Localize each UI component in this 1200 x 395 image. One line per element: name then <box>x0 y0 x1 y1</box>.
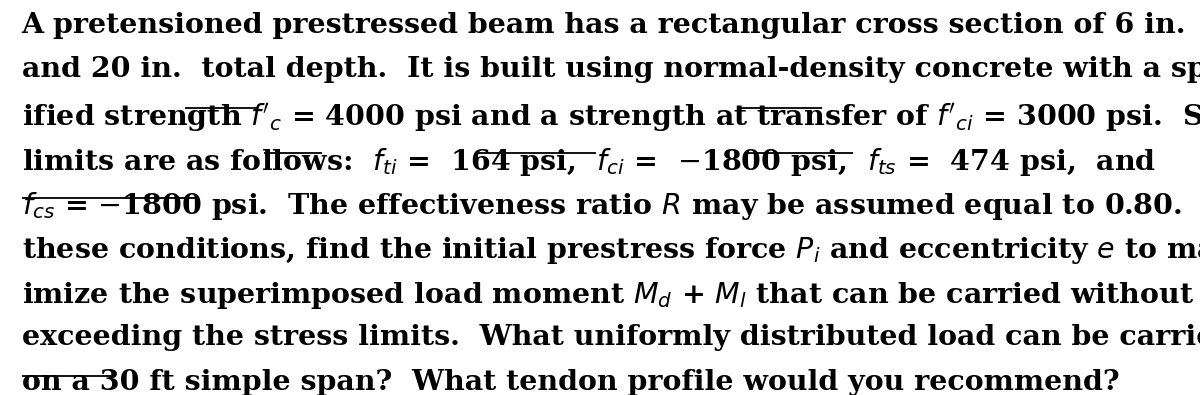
Text: A pretensioned prestressed beam has a rectangular cross section of 6 in.  width: A pretensioned prestressed beam has a re… <box>22 12 1200 39</box>
Text: limits are as follows:  $f_{ti}$ =  164 psi,  $f_{ci}$ =  $-$1800 psi,  $f_{ts}$: limits are as follows: $f_{ti}$ = 164 ps… <box>22 146 1156 178</box>
Text: ified strength $f'_c$ = 4000 psi and a strength at transfer of $f'_{ci}$ = 3000 : ified strength $f'_c$ = 4000 psi and a s… <box>22 101 1200 134</box>
Text: exceeding the stress limits.  What uniformly distributed load can be carried: exceeding the stress limits. What unifor… <box>22 324 1200 351</box>
Text: imize the superimposed load moment $M_d$ + $M_l$ that can be carried without: imize the superimposed load moment $M_d$… <box>22 280 1194 310</box>
Text: $f_{cs}$ = $-$1800 psi.  The effectiveness ratio $R$ may be assumed equal to 0.8: $f_{cs}$ = $-$1800 psi. The effectivenes… <box>22 190 1200 222</box>
Text: and 20 in.  total depth.  It is built using normal-density concrete with a spec-: and 20 in. total depth. It is built usin… <box>22 56 1200 83</box>
Text: on a 30 ft simple span?  What tendon profile would you recommend?: on a 30 ft simple span? What tendon prof… <box>22 369 1120 395</box>
Text: these conditions, find the initial prestress force $P_i$ and eccentricity $e$ to: these conditions, find the initial prest… <box>22 235 1200 266</box>
